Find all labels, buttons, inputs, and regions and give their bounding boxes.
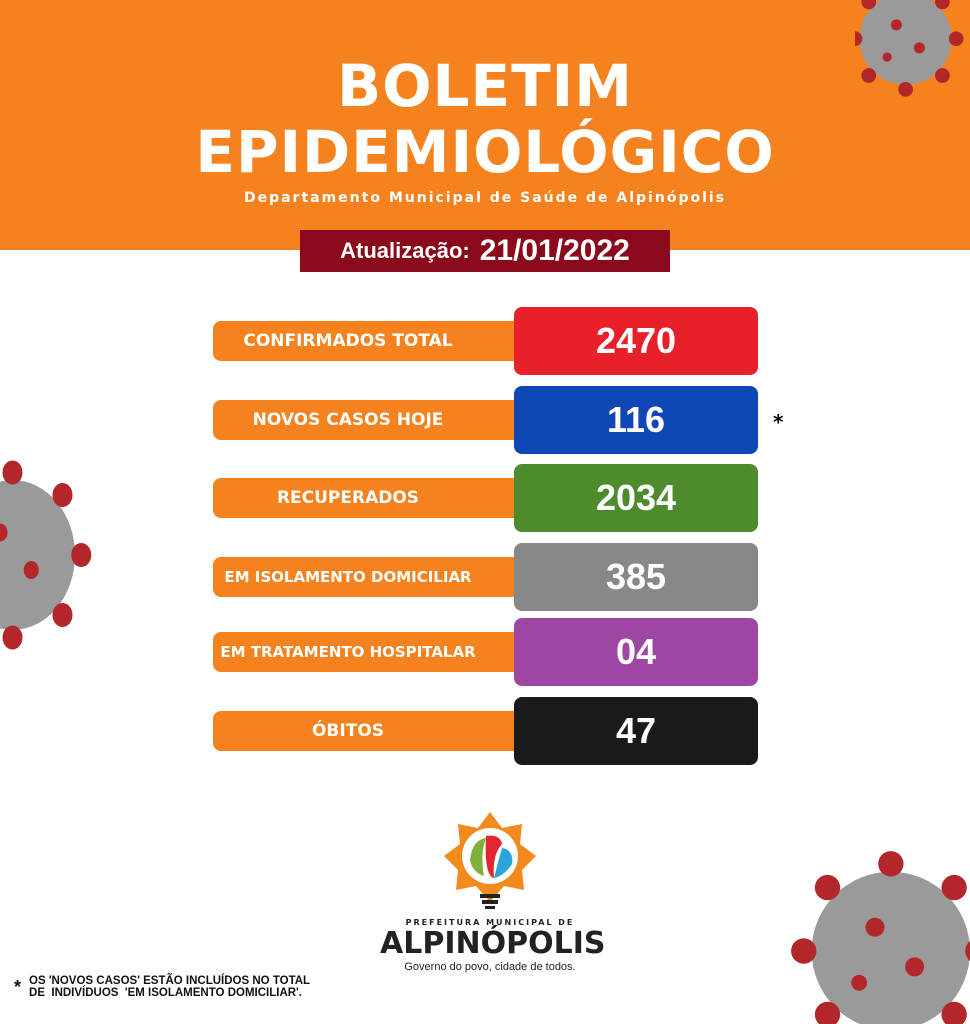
stat-label: EM TRATAMENTO HOSPITALAR [213,632,533,672]
stat-row-confirmed: CONFIRMADOS TOTAL 2470 [213,307,758,377]
footnote-line1: OS 'NOVOS CASOS' ESTÃO INCLUÍDOS NO TOTA… [29,975,311,987]
stat-value: 116 [514,386,758,454]
footnote: * OS 'NOVOS CASOS' ESTÃO INCLUÍDOS NO TO… [14,975,310,999]
stat-label: RECUPERADOS [213,478,533,518]
stat-row-new-cases: NOVOS CASOS HOJE 116 [213,386,758,456]
stat-row-hospital: EM TRATAMENTO HOSPITALAR 04 [213,618,758,688]
virus-illustration-bottom-right [791,851,970,1024]
stat-label: ÓBITOS [213,711,533,751]
virus-illustration-top-right [855,0,964,97]
stat-value: 385 [514,543,758,611]
stat-row-home-isolation: EM ISOLAMENTO DOMICILIAR 385 [213,543,758,613]
stat-label: NOVOS CASOS HOJE [213,400,533,440]
stat-row-deaths: ÓBITOS 47 [213,697,758,767]
title-line1: BOLETIM [337,52,633,120]
logo-prefix: PREFEITURA MUNICIPAL DE [405,918,575,927]
virus-illustration-left [0,460,92,650]
update-date-banner: Atualização: 21/01/2022 [300,230,670,272]
stat-label: EM ISOLAMENTO DOMICILIAR [213,557,533,597]
footnote-mark: * [14,977,22,997]
stat-label: CONFIRMADOS TOTAL [213,321,533,361]
logo-city-name: ALPINÓPOLIS [380,926,606,961]
stat-value: 47 [514,697,758,765]
stat-row-recovered: RECUPERADOS 2034 [213,464,758,534]
subtitle: Departamento Municipal de Saúde de Alpin… [243,190,727,206]
header-banner: BOLETIM EPIDEMIOLÓGICO Departamento Muni… [0,0,970,250]
stat-value: 04 [514,618,758,686]
logo-motto: Governo do povo, cidade de todos. [404,961,576,973]
stat-value: 2470 [514,307,758,375]
lightbulb-logo-icon [444,812,536,909]
title-line2: EPIDEMIOLÓGICO [195,118,775,186]
footnote-line2: DE INDIVÍDUOS 'EM ISOLAMENTO DOMICILIAR'… [29,987,302,999]
footnote-asterisk: * [773,410,784,434]
update-label: Atualização: [340,238,470,263]
city-logo: PREFEITURA MUNICIPAL DE ALPINÓPOLIS Gove… [380,810,606,973]
update-date: 21/01/2022 [479,234,630,267]
stat-value: 2034 [514,464,758,532]
